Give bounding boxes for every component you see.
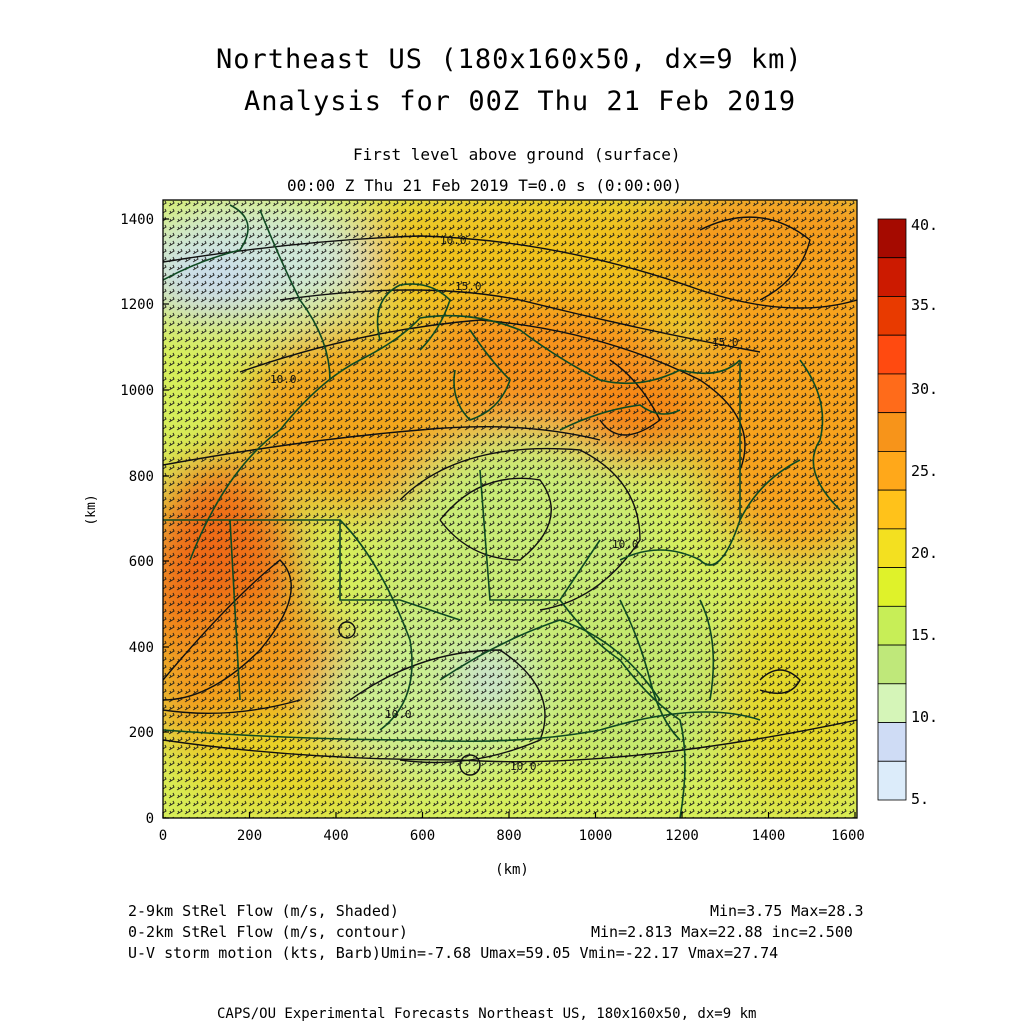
- colorbar-swatch: [877, 257, 907, 297]
- colorbar-swatch: [877, 334, 907, 375]
- x-tick-labels: 0 200 400 600 800 1000 1200 1400 1600 (k…: [159, 828, 865, 878]
- colorbar: [877, 218, 907, 801]
- x-axis-ticks: [162, 812, 856, 818]
- title-line2: Analysis for 00Z Thu 21 Feb 2019: [244, 86, 797, 117]
- contour-label: 15.0: [455, 280, 482, 293]
- contour-field-legend: 0-2km StRel Flow (m/s, contour): [128, 923, 408, 941]
- x-tick-label: 1600: [831, 828, 865, 844]
- x-tick-label: 0: [159, 828, 167, 844]
- colorbar-label: 5.: [911, 790, 929, 808]
- colorbar-swatch: [877, 296, 907, 336]
- credit-line: CAPS/OU Experimental Forecasts Northeast…: [217, 1006, 757, 1022]
- y-axis-label: (km): [84, 494, 99, 525]
- shaded-field-minmax: Min=3.75 Max=28.3: [710, 902, 864, 920]
- colorbar-swatch: [877, 760, 907, 801]
- contour-label: 10.0: [385, 708, 412, 721]
- colorbar-labels: 40. 35. 30. 25. 20. 15. 10. 5.: [911, 216, 938, 808]
- contour-label: 10.0: [510, 760, 537, 773]
- x-tick-label: 1000: [579, 828, 613, 844]
- valid-time-label: 00:00 Z Thu 21 Feb 2019 T=0.0 s (0:00:00…: [287, 176, 682, 195]
- colorbar-swatch: [877, 605, 907, 646]
- colorbar-swatch: [877, 528, 907, 568]
- y-tick-label: 1200: [120, 297, 154, 313]
- map-boundaries: [163, 204, 841, 818]
- y-tick-label: 1000: [120, 383, 154, 399]
- flow-contours: [163, 216, 857, 776]
- colorbar-swatch: [877, 644, 907, 685]
- colorbar-label: 25.: [911, 462, 938, 480]
- y-tick-label: 800: [129, 469, 154, 485]
- x-axis-label: (km): [495, 862, 529, 878]
- colorbar-label: 10.: [911, 708, 938, 726]
- shaded-flow-field: [163, 200, 857, 818]
- x-tick-label: 1200: [665, 828, 699, 844]
- x-tick-label: 600: [410, 828, 435, 844]
- wind-barbs: [163, 200, 857, 818]
- colorbar-swatch: [877, 683, 907, 723]
- y-axis-ticks: [163, 218, 169, 819]
- contour-labels: 10.0 15.0 15.0 10.0 10.0 10.0 10.0: [270, 234, 739, 773]
- contour-label: 10.0: [440, 234, 467, 247]
- y-tick-label: 1400: [120, 212, 154, 228]
- colorbar-swatch: [877, 450, 907, 491]
- colorbar-label: 20.: [911, 544, 938, 562]
- barb-legend: U-V storm motion (kts, Barb)Umin=-7.68 U…: [128, 944, 779, 962]
- y-tick-label: 600: [129, 554, 154, 570]
- colorbar-swatch: [877, 567, 907, 607]
- colorbar-label: 40.: [911, 216, 938, 234]
- x-tick-label: 800: [496, 828, 521, 844]
- contour-label: 10.0: [612, 538, 639, 551]
- colorbar-label: 35.: [911, 296, 938, 314]
- colorbar-swatch: [877, 412, 907, 452]
- contour-label: 10.0: [270, 373, 297, 386]
- x-tick-label: 200: [237, 828, 262, 844]
- y-tick-label: 200: [129, 725, 154, 741]
- contour-label: 15.0: [712, 336, 739, 349]
- level-label: First level above ground (surface): [353, 145, 681, 164]
- y-tick-label: 400: [129, 640, 154, 656]
- colorbar-label: 30.: [911, 380, 938, 398]
- title-line1: Northeast US (180x160x50, dx=9 km): [216, 44, 803, 75]
- colorbar-swatch: [877, 373, 907, 414]
- x-tick-label: 400: [323, 828, 348, 844]
- colorbar-swatch: [877, 218, 907, 259]
- contour-field-stats: Min=2.813 Max=22.88 inc=2.500: [591, 923, 853, 941]
- colorbar-swatch: [877, 489, 907, 530]
- colorbar-label: 15.: [911, 626, 938, 644]
- y-tick-label: 0: [146, 811, 154, 827]
- y-tick-labels: 0 200 400 600 800 1000 1200 1400: [120, 212, 154, 827]
- plot-frame: [162, 199, 858, 819]
- colorbar-swatch: [877, 722, 907, 762]
- x-tick-label: 1400: [752, 828, 786, 844]
- shaded-field-legend: 2-9km StRel Flow (m/s, Shaded): [128, 902, 399, 920]
